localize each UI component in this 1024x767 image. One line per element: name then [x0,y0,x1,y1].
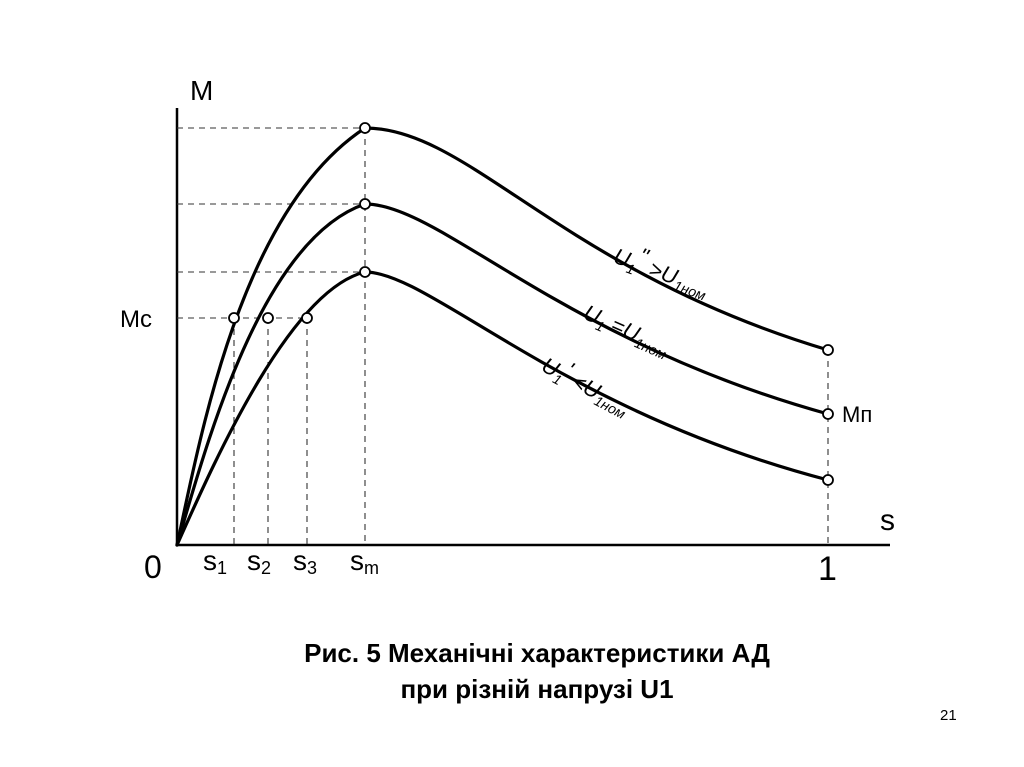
y-axis-label: M [190,75,213,106]
x-axis-label: s [880,504,895,537]
label-high-voltage: U1" >U1ном [609,235,715,304]
figure-caption-line-2: при різній напрузі U1 [400,674,674,704]
label-low-voltage: U1' <U1ном [536,346,637,422]
point-mp-low [822,474,834,486]
x-end-label: 1 [818,550,837,588]
point-mmax-low [359,266,371,278]
point-mp-nom [822,408,834,420]
figure-caption-line-1: Рис. 5 Механічні характеристики АД [304,638,770,668]
mp-label: Mп [842,402,872,427]
point-mmax-nom [359,198,371,210]
curve-nominal-voltage [175,202,830,547]
origin-label: 0 [144,549,162,585]
s2-label: s2 [247,545,271,578]
s3-label: s3 [293,545,317,578]
s1-label: s1 [203,545,227,578]
label-nominal-voltage: U1 =U1ном [579,300,674,363]
point-s3 [301,312,313,324]
curve-high-voltage [175,126,830,547]
point-s2 [262,312,274,324]
mc-label: Mc [120,306,152,333]
point-mmax-high [359,122,371,134]
curve-low-voltage [175,270,830,547]
sm-label: sm [350,545,379,578]
point-s1 [228,312,240,324]
page-number: 21 [940,707,957,724]
point-mp-high [822,344,834,356]
